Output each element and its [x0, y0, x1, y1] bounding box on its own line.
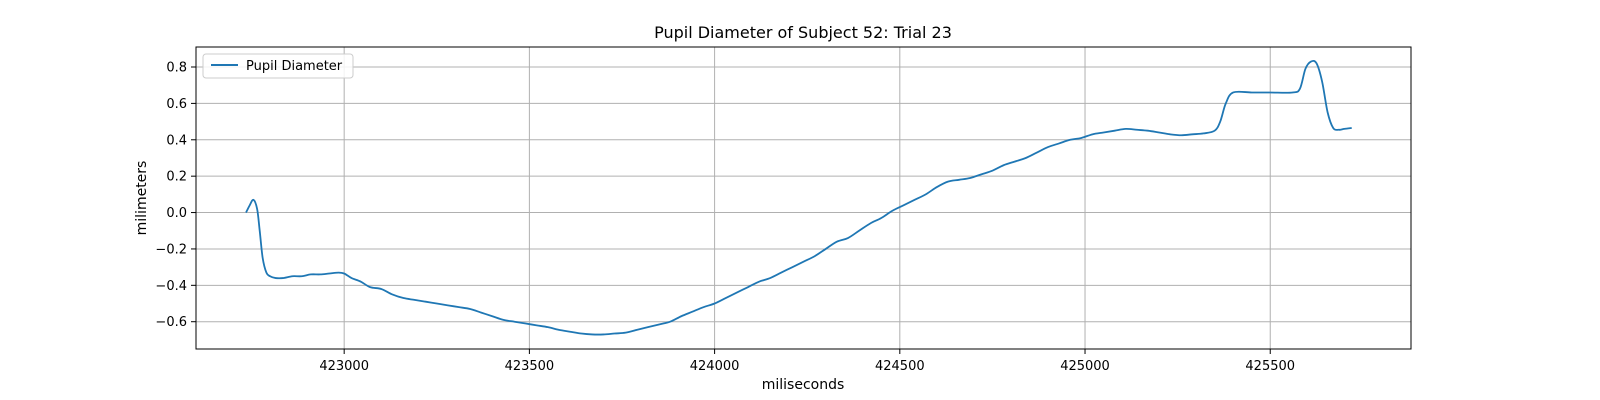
legend: Pupil Diameter [202, 53, 354, 79]
grid-lines [196, 47, 1411, 349]
y-tick-label: −0.6 [155, 315, 187, 330]
y-tick-label: 0.8 [166, 61, 187, 76]
y-axis-label: milimeters [134, 161, 150, 236]
axis-ticks: 423000 423500 424000 424500 425000 425500 −0.6… [155, 61, 1295, 374]
x-tick-label: 423500 [505, 359, 555, 374]
x-tick-label: 424000 [690, 359, 740, 374]
y-tick-label: 0.6 [166, 97, 187, 112]
x-tick-label: 425500 [1245, 359, 1295, 374]
x-tick-label: 423000 [319, 359, 369, 374]
y-tick-label: −0.2 [155, 242, 187, 257]
x-axis-label: miliseconds [762, 377, 845, 393]
y-tick-label: 0.0 [166, 206, 187, 221]
series-layer [245, 59, 1352, 336]
series-line-pupil-diameter [245, 59, 1352, 336]
legend-box [202, 53, 354, 79]
y-tick-label: −0.4 [155, 279, 187, 294]
y-tick-label: 0.2 [166, 170, 187, 185]
chart-title: Pupil Diameter of Subject 52: Trial 23 [654, 23, 952, 42]
x-tick-label: 424500 [875, 359, 925, 374]
x-tick-label: 425000 [1060, 359, 1110, 374]
y-tick-label: 0.4 [166, 133, 187, 148]
legend-label: Pupil Diameter [246, 59, 343, 74]
plot-frame [195, 46, 1412, 350]
